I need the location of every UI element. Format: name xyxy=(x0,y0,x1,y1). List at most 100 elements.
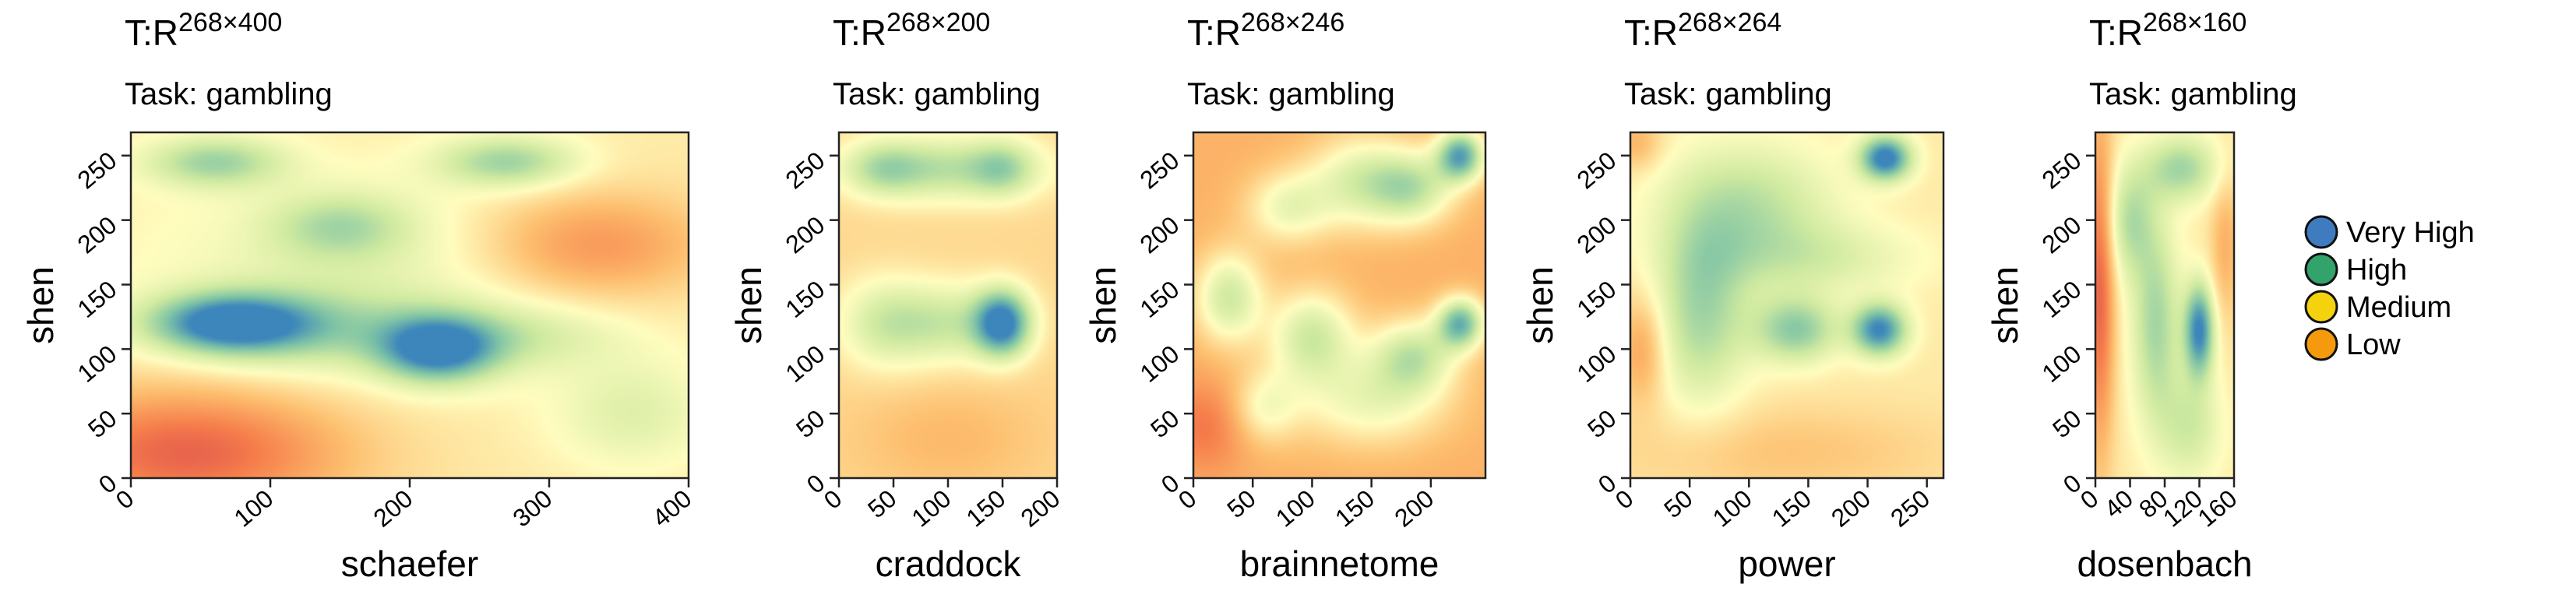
panel-title-superscript: 268×200 xyxy=(886,8,990,37)
legend: Very High High Medium Low xyxy=(2304,215,2475,361)
x-tick-label: 100 xyxy=(1270,484,1320,533)
panel-title-main: T:R xyxy=(125,12,178,53)
y-axis-label: shen xyxy=(1083,266,1123,344)
x-tick-label: 0 xyxy=(1173,484,1202,515)
panel-subtitle: Task: gambling xyxy=(833,77,1041,111)
x-tick-label: 100 xyxy=(906,484,956,533)
legend-swatch-very-high xyxy=(2304,215,2338,249)
x-tick-label: 160 xyxy=(2192,484,2242,533)
legend-item-low: Low xyxy=(2304,327,2401,361)
x-tick-label: 200 xyxy=(368,484,418,533)
y-tick-label: 200 xyxy=(2036,210,2086,259)
x-axis-label: craddock xyxy=(876,543,1022,584)
panel-title: T:R268×200 xyxy=(833,8,990,53)
panel-title-superscript: 268×264 xyxy=(1678,8,1781,37)
panel-title-main: T:R xyxy=(833,12,886,53)
y-tick-label: 100 xyxy=(780,339,830,388)
y-tick-label: 250 xyxy=(1134,146,1184,195)
x-tick-label: 0 xyxy=(2075,484,2104,515)
y-tick-label: 250 xyxy=(1571,146,1621,195)
y-tick-label: 150 xyxy=(72,275,122,323)
y-tick-label: 200 xyxy=(1571,210,1621,259)
x-tick-label: 300 xyxy=(507,484,557,533)
y-tick-label: 200 xyxy=(780,210,830,259)
y-tick-label: 100 xyxy=(1134,339,1184,388)
x-tick-label: 400 xyxy=(647,484,696,533)
legend-label-high: High xyxy=(2346,254,2407,287)
x-tick-label: 200 xyxy=(1826,484,1876,533)
x-tick-label: 0 xyxy=(1610,484,1639,515)
x-tick-label: 50 xyxy=(1221,484,1260,523)
panel-title-main: T:R xyxy=(1187,12,1241,53)
x-tick-label: 0 xyxy=(819,484,848,515)
y-tick-label: 200 xyxy=(1134,210,1184,259)
y-tick-label: 150 xyxy=(1571,275,1621,323)
panel-title: T:R268×264 xyxy=(1624,8,1781,53)
legend-swatch-low xyxy=(2304,327,2338,361)
y-tick-label: 50 xyxy=(1582,404,1621,443)
legend-label-low: Low xyxy=(2346,329,2401,361)
heatmap-density-power xyxy=(1630,132,1943,478)
y-tick-label: 50 xyxy=(83,404,122,443)
y-tick-label: 50 xyxy=(791,404,830,443)
panel-title-superscript: 268×400 xyxy=(178,8,282,37)
panel-title-main: T:R xyxy=(1624,12,1678,53)
panel-subtitle: Task: gambling xyxy=(1624,77,1832,111)
y-tick-label: 50 xyxy=(1145,404,1184,443)
x-axis-label: brainnetome xyxy=(1240,543,1440,584)
legend-swatch-high xyxy=(2304,252,2338,287)
panel-subtitle: Task: gambling xyxy=(2089,77,2297,111)
x-tick-label: 200 xyxy=(1015,484,1065,533)
panel-title: T:R268×160 xyxy=(2089,8,2247,53)
y-tick-label: 200 xyxy=(72,210,122,259)
y-tick-label: 150 xyxy=(780,275,830,323)
y-tick-label: 100 xyxy=(1571,339,1621,388)
y-tick-label: 50 xyxy=(2047,404,2086,443)
y-tick-label: 250 xyxy=(2036,146,2086,195)
legend-label-very-high: Very High xyxy=(2346,216,2475,249)
x-tick-label: 200 xyxy=(1389,484,1439,533)
heatmap-density-craddock xyxy=(839,132,1057,478)
x-axis-label: dosenbach xyxy=(2077,543,2252,584)
y-tick-label: 150 xyxy=(2036,275,2086,323)
x-tick-label: 50 xyxy=(862,484,901,523)
x-tick-label: 150 xyxy=(960,484,1010,533)
legend-label-medium: Medium xyxy=(2346,291,2451,324)
legend-item-medium: Medium xyxy=(2304,290,2451,324)
y-axis-label: shen xyxy=(20,266,61,344)
x-axis-label: power xyxy=(1738,543,1835,584)
plot-frame xyxy=(1192,131,1487,480)
x-tick-label: 100 xyxy=(1707,484,1757,533)
y-axis-label: shen xyxy=(728,266,769,344)
x-tick-label: 250 xyxy=(1885,484,1935,533)
y-tick-label: 100 xyxy=(2036,339,2086,388)
y-axis-label: shen xyxy=(1520,266,1560,344)
panel-subtitle: Task: gambling xyxy=(1187,77,1395,111)
panel-title-superscript: 268×160 xyxy=(2143,8,2247,37)
panel-title-main: T:R xyxy=(2089,12,2143,53)
legend-item-high: High xyxy=(2304,252,2407,287)
plot-frame xyxy=(1629,131,1945,480)
x-axis-label: schaefer xyxy=(341,543,478,584)
legend-item-very-high: Very High xyxy=(2304,215,2475,249)
legend-swatch-medium xyxy=(2304,290,2338,324)
x-tick-label: 40 xyxy=(2099,484,2138,523)
y-tick-label: 250 xyxy=(72,146,122,195)
y-tick-label: 150 xyxy=(1134,275,1184,323)
panel-title: T:R268×400 xyxy=(125,8,282,53)
panel-title-superscript: 268×246 xyxy=(1241,8,1344,37)
x-tick-label: 50 xyxy=(1658,484,1697,523)
x-tick-label: 150 xyxy=(1767,484,1817,533)
x-tick-label: 0 xyxy=(111,484,139,515)
heatmap-density-dosenbach xyxy=(2095,132,2234,478)
y-tick-label: 250 xyxy=(780,146,830,195)
y-axis-label: shen xyxy=(1985,266,2025,344)
panel-title: T:R268×246 xyxy=(1187,8,1344,53)
panel-subtitle: Task: gambling xyxy=(125,77,333,111)
heatmap-density-brainnetome xyxy=(1193,132,1485,478)
